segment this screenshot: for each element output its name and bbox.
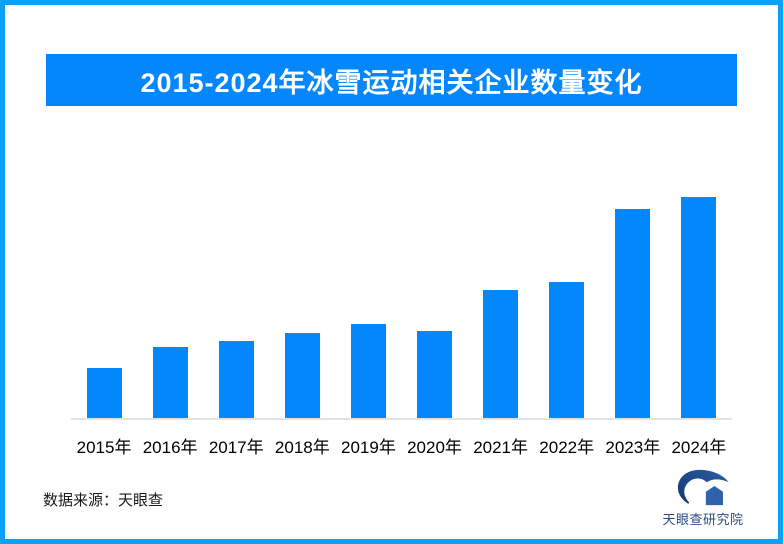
title-banner: 2015-2024年冰雪运动相关企业数量变化 xyxy=(46,54,737,106)
x-axis-labels: 2015年 2016年 2017年 2018年 2019年 2020年 2021年 2022年… xyxy=(71,420,732,458)
bar-column xyxy=(534,282,600,418)
page-title: 2015-2024年冰雪运动相关企业数量变化 xyxy=(140,67,643,98)
bar-chart: 2015年 2016年 2017年 2018年 2019年 2020年 2021年 2022年… xyxy=(71,150,732,458)
tianyancha-logo-label: 天眼查研究院 xyxy=(662,512,744,527)
bar-2020年 xyxy=(417,331,453,418)
bar-2016年 xyxy=(152,347,188,418)
bar-2023年 xyxy=(615,209,651,418)
x-tick-label: 2015年 xyxy=(76,438,132,457)
bar-2017年 xyxy=(218,341,254,418)
bar-column xyxy=(71,368,137,418)
bar-column xyxy=(269,333,335,418)
bars-area xyxy=(71,150,732,420)
bar-2018年 xyxy=(284,333,320,418)
bar-2015年 xyxy=(86,368,122,418)
x-tick-label: 2021年 xyxy=(473,438,529,457)
x-tick-label: 2018年 xyxy=(274,438,330,457)
bar-2019年 xyxy=(350,324,386,418)
bar-column xyxy=(401,331,467,418)
bar-column xyxy=(600,209,666,418)
bar-column xyxy=(203,341,269,418)
x-tick-label: 2019年 xyxy=(341,438,396,457)
x-tick-label: 2016年 xyxy=(142,438,198,457)
tianyancha-eye-icon xyxy=(677,469,729,507)
bar-2021年 xyxy=(483,290,519,418)
bar-column xyxy=(468,290,534,418)
x-tick-label: 2023年 xyxy=(605,438,661,457)
bar-2024年 xyxy=(681,197,717,418)
bar-column xyxy=(335,324,401,418)
data-source-label: 数据来源：天眼查 xyxy=(43,492,164,509)
bar-column xyxy=(666,197,732,418)
bar-column xyxy=(137,347,203,418)
tianyancha-logo: 天眼查研究院 xyxy=(655,467,751,528)
x-tick-label: 2017年 xyxy=(208,438,264,457)
x-tick-label: 2024年 xyxy=(671,438,727,457)
x-tick-label: 2020年 xyxy=(407,438,462,457)
bar-2022年 xyxy=(549,282,585,418)
x-tick-label: 2022年 xyxy=(539,438,595,457)
